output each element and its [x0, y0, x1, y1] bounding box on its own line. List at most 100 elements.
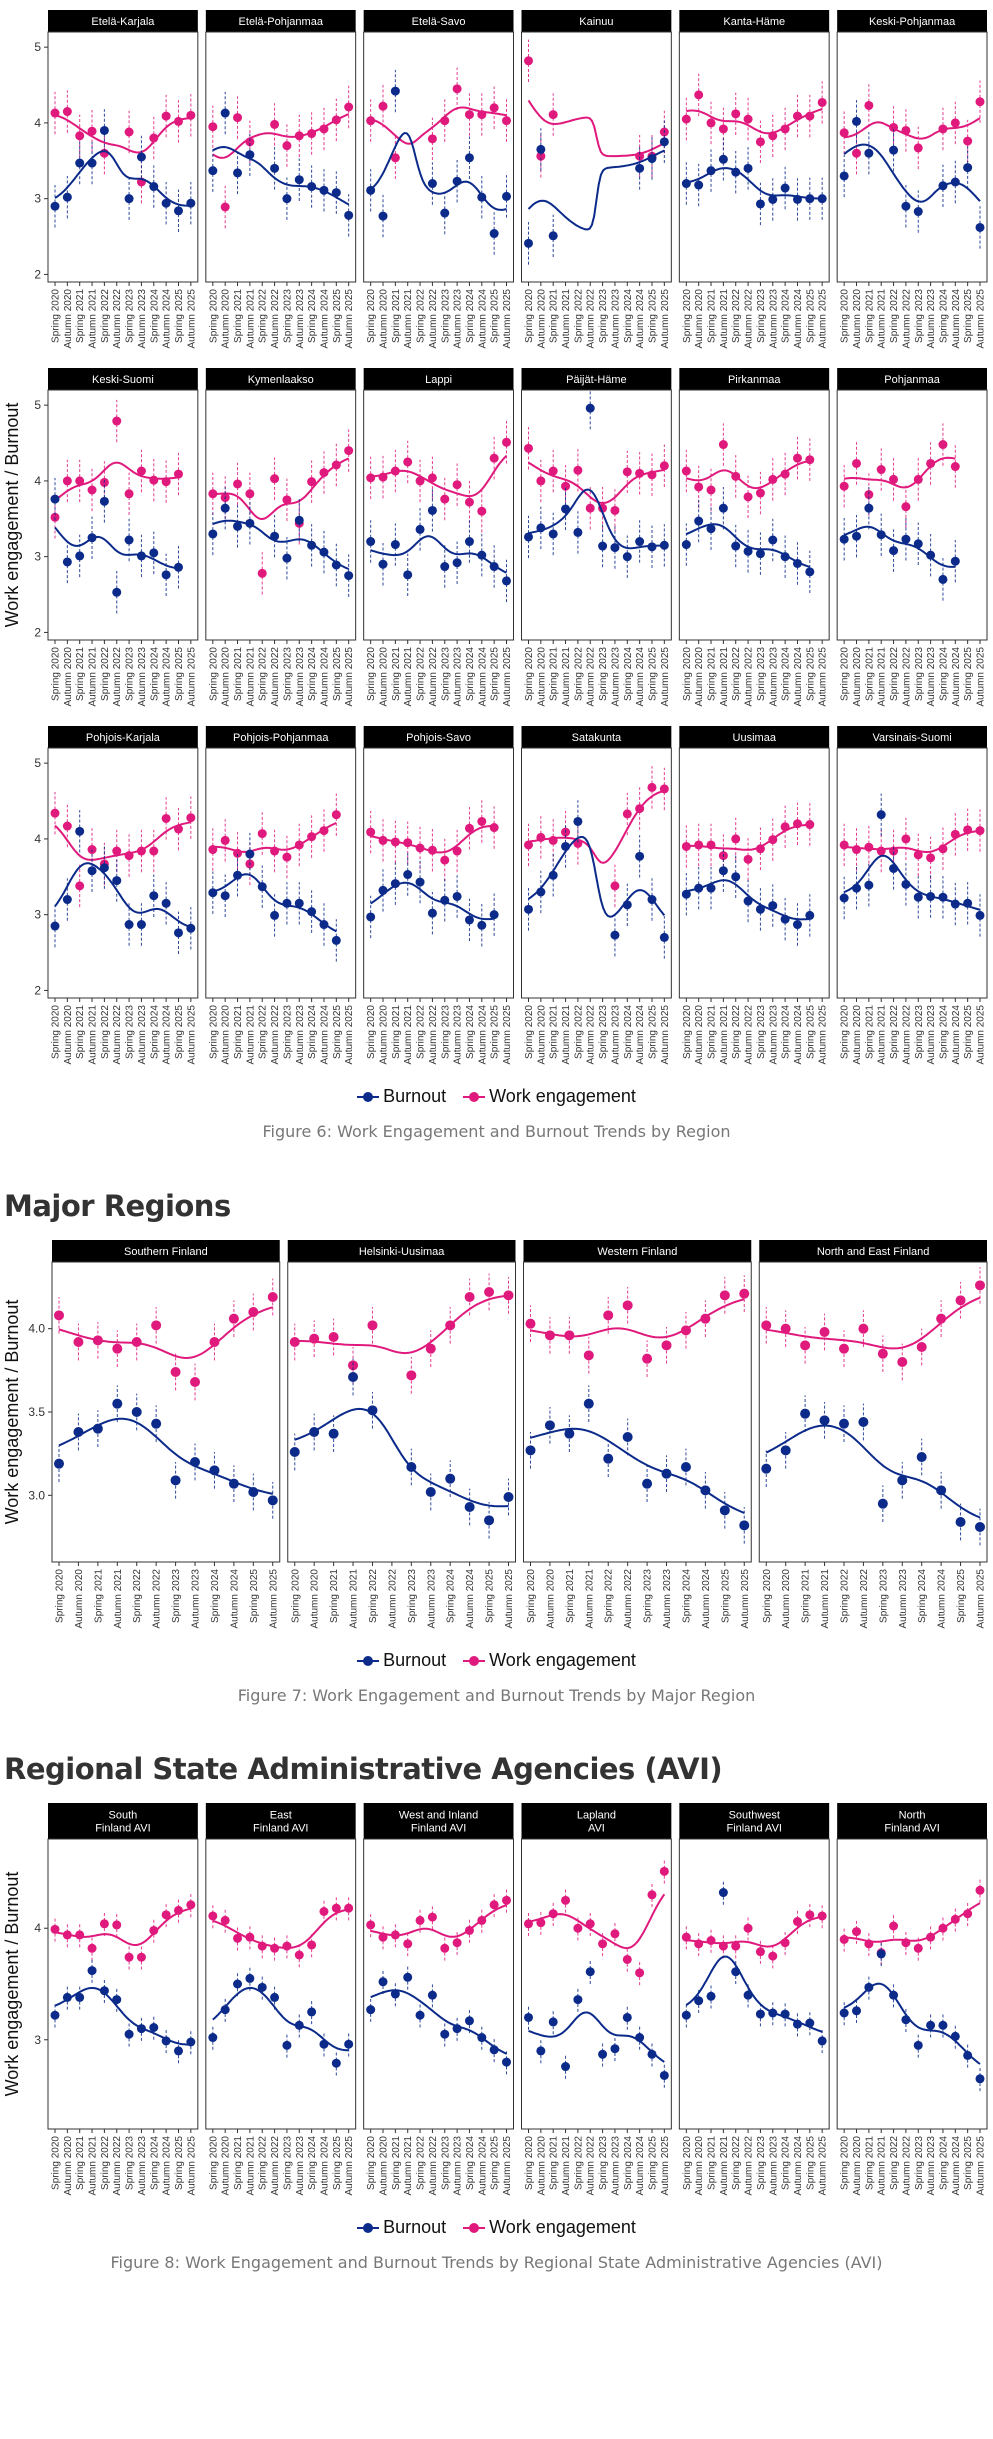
- engagement-point: [464, 110, 474, 120]
- x-tick-label: Spring 2024: [149, 289, 160, 343]
- x-tick-label: Autumn 2021: [877, 289, 888, 349]
- y-axis-label: Work engagement / Burnout: [2, 1299, 22, 1524]
- engagement-point: [936, 1313, 947, 1324]
- burnout-point: [524, 2013, 533, 2023]
- burnout-point: [852, 883, 862, 893]
- engagement-point: [112, 846, 122, 856]
- panel-border: [287, 1261, 516, 1563]
- burnout-point: [309, 1426, 320, 1437]
- burnout-point: [233, 168, 243, 178]
- burnout-point: [75, 1993, 85, 2003]
- engagement-point: [366, 827, 376, 837]
- x-tick-label: Autumn 2023: [768, 647, 779, 707]
- legend-engagement: Work engagement: [463, 1084, 636, 1108]
- legend-engagement-label: Work engagement: [489, 1086, 636, 1106]
- facet-strip: [363, 368, 514, 390]
- engagement-point: [718, 1941, 728, 1951]
- burnout-point: [975, 1521, 985, 1532]
- engagement-trend-line: [844, 456, 956, 489]
- x-tick-label: Autumn 2020: [221, 2136, 232, 2196]
- engagement-point: [926, 458, 936, 468]
- burnout-point: [270, 1993, 280, 2003]
- burnout-point: [427, 505, 437, 515]
- engagement-point: [852, 458, 862, 468]
- x-tick-label: Autumn 2020: [536, 647, 547, 707]
- engagement-point: [75, 476, 85, 486]
- engagement-point: [452, 1938, 462, 1948]
- x-tick-label: Autumn 2023: [926, 289, 937, 349]
- x-tick-label: Autumn 2022: [586, 2136, 597, 2196]
- engagement-point: [136, 466, 146, 476]
- x-tick-label: Autumn 2025: [502, 1005, 513, 1065]
- x-tick-label: Spring 2020: [366, 289, 377, 343]
- x-tick-label: Spring 2025: [647, 1005, 658, 1059]
- x-tick-label: Autumn 2023: [610, 647, 621, 707]
- x-tick-label: Spring 2020: [208, 647, 219, 701]
- engagement-trend-line: [54, 821, 192, 861]
- engagement-point: [87, 1943, 97, 1953]
- engagement-point: [233, 1933, 243, 1943]
- x-tick-label: Autumn 2025: [976, 1005, 987, 1065]
- x-tick-label: Autumn 2021: [719, 289, 730, 349]
- engagement-point: [406, 1369, 417, 1380]
- burnout-point: [73, 1426, 84, 1437]
- engagement-point: [622, 1299, 633, 1310]
- facet-title: Western Finland: [597, 1245, 677, 1257]
- x-tick-label: Spring 2021: [233, 647, 244, 701]
- burnout-point: [233, 521, 243, 531]
- engagement-point: [62, 476, 72, 486]
- burnout-point: [319, 2039, 329, 2049]
- engagement-point: [367, 1319, 378, 1330]
- panel-border: [205, 31, 357, 283]
- engagement-point: [901, 125, 911, 135]
- engagement-point: [792, 111, 802, 121]
- facet-title: Pohjois-Karjala: [86, 732, 161, 744]
- engagement-point: [75, 881, 85, 891]
- x-tick-label: Spring 2021: [549, 1005, 560, 1059]
- facet-title: Satakunta: [572, 732, 622, 744]
- x-tick-label: Spring 2023: [914, 647, 925, 701]
- facet-strip: [363, 1803, 514, 1840]
- burnout-point: [901, 879, 911, 889]
- x-tick-label: Autumn 2020: [379, 647, 390, 707]
- x-tick-label: Autumn 2024: [793, 1005, 804, 1065]
- panel-border: [836, 31, 988, 283]
- engagement-point: [378, 472, 388, 482]
- burnout-point: [464, 153, 474, 163]
- burnout-point: [950, 2032, 960, 2042]
- engagement-point: [680, 1324, 691, 1335]
- x-tick-label: Autumn 2021: [820, 1568, 831, 1628]
- engagement-point: [768, 1951, 778, 1961]
- x-tick-label: Spring 2023: [756, 1005, 767, 1059]
- engagement-point: [489, 103, 499, 113]
- x-tick-label: Spring 2023: [440, 1005, 451, 1059]
- x-tick-label: Autumn 2021: [561, 2136, 572, 2196]
- engagement-point: [452, 480, 462, 490]
- engagement-point: [839, 1935, 849, 1945]
- engagement-point: [610, 881, 620, 891]
- burnout-trend-line: [843, 525, 956, 568]
- burnout-point: [761, 1463, 772, 1474]
- burnout-point: [149, 2023, 159, 2033]
- facet-strip: [679, 10, 830, 32]
- x-tick-label: Autumn 2022: [428, 289, 439, 349]
- x-tick-label: Autumn 2024: [635, 289, 646, 349]
- burnout-point: [876, 530, 886, 540]
- figure-7-caption: Figure 7: Work Engagement and Burnout Tr…: [237, 1685, 756, 1705]
- engagement-point: [282, 141, 292, 151]
- burnout-point: [307, 907, 317, 917]
- engagement-point: [525, 1318, 536, 1329]
- engagement-point: [864, 100, 874, 110]
- burnout-point: [233, 870, 243, 880]
- engagement-point: [208, 845, 218, 855]
- engagement-point: [344, 102, 354, 112]
- burnout-point: [161, 570, 171, 580]
- engagement-point: [647, 470, 657, 480]
- engagement-point: [852, 1927, 862, 1937]
- engagement-point: [112, 1343, 123, 1354]
- x-tick-label: Autumn 2025: [976, 1568, 987, 1628]
- burnout-point: [149, 182, 159, 192]
- burnout-point: [390, 879, 400, 889]
